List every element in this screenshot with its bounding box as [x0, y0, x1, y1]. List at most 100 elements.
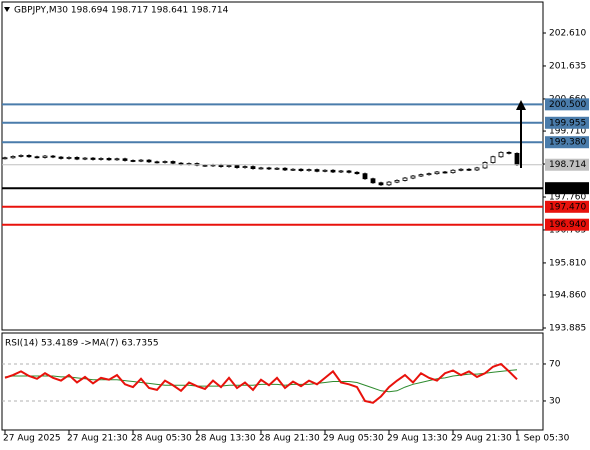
candle-body — [122, 158, 128, 161]
x-tick-label: 28 Aug 21:30 — [259, 434, 320, 444]
candle-body — [50, 155, 56, 158]
candle-body — [66, 157, 72, 159]
candle-body — [330, 169, 336, 173]
x-tick-label: 27 Aug 21:30 — [67, 434, 128, 444]
x-tick-label: 28 Aug 05:30 — [131, 434, 192, 444]
candle-body — [314, 169, 320, 172]
candle-body — [2, 157, 8, 160]
candle-body — [74, 157, 80, 160]
candle-body — [250, 166, 256, 169]
candle-body — [290, 168, 296, 171]
candle-body — [474, 167, 480, 171]
candle-body — [170, 161, 176, 164]
candle-body — [394, 180, 400, 183]
candle-body — [490, 156, 496, 163]
candle-body — [426, 173, 432, 176]
level-label: 200.500 — [549, 100, 586, 110]
candle-body — [162, 161, 168, 163]
candle-body — [258, 167, 264, 170]
candle-body — [402, 177, 408, 181]
candle-body — [498, 151, 504, 158]
x-tick-label: 28 Aug 13:30 — [195, 434, 256, 444]
candle-body — [106, 158, 112, 161]
candle-body — [466, 168, 472, 171]
current-price-box — [545, 158, 589, 171]
candle-body — [234, 165, 240, 168]
level-label-box — [545, 98, 589, 111]
candle-body — [130, 160, 136, 162]
candle-body — [370, 178, 376, 184]
level-label-box — [545, 218, 589, 231]
y-tick-label: 202.610 — [549, 29, 586, 39]
x-tick-label: 27 Aug 2025 — [3, 434, 61, 444]
candle-body — [274, 167, 280, 170]
candle-body — [98, 158, 104, 160]
level-label-box — [545, 136, 589, 149]
candle-body — [34, 156, 40, 159]
candle-body — [434, 171, 440, 175]
candle-body — [386, 181, 392, 186]
candle-body — [410, 175, 416, 179]
y-tick-label: 201.635 — [549, 61, 586, 71]
candle-body — [202, 164, 208, 167]
candle-body — [42, 155, 48, 158]
series-line — [4, 362, 518, 404]
y-tick-label: 194.860 — [549, 291, 586, 301]
level-label: 199.955 — [549, 118, 586, 128]
candle-body — [90, 157, 96, 160]
x-tick-label: 1 Sep 05:30 — [515, 434, 570, 444]
y-tick-label: 199.710 — [549, 127, 586, 137]
price-layer: 202.610201.635200.660199.710198.735197.7… — [2, 29, 589, 334]
candle-body — [346, 170, 352, 173]
level-label: 197.470 — [549, 202, 586, 212]
level-label-box — [545, 200, 589, 213]
candle-body — [82, 157, 88, 160]
candle-body — [226, 165, 232, 167]
candle-body — [450, 169, 456, 174]
chart-title: GBPJPY,M30 198.694 198.717 198.641 198.7… — [14, 6, 229, 16]
y-tick-label: 193.885 — [549, 324, 586, 334]
candle-body — [282, 167, 288, 171]
candle-body — [298, 168, 304, 172]
candle-body — [266, 167, 272, 170]
y-tick-label: 70 — [549, 359, 561, 369]
candle-body — [354, 171, 360, 175]
y-tick-label: 195.810 — [549, 258, 586, 268]
level-label-box — [545, 182, 589, 195]
rsi-layer: 70 30 — [2, 359, 561, 406]
candle-body — [18, 155, 24, 157]
x-tick-label: 29 Aug 05:30 — [323, 434, 384, 444]
candle-body — [154, 161, 160, 164]
x-tick-label: 29 Aug 13:30 — [387, 434, 448, 444]
candle-body — [138, 159, 144, 162]
candle-body — [242, 166, 248, 168]
candle-body — [26, 155, 32, 158]
candle-body — [458, 168, 464, 171]
candle-body — [322, 169, 328, 172]
candle-body — [362, 173, 368, 180]
candle-body — [418, 174, 424, 177]
level-label: 199.380 — [549, 138, 586, 148]
candle-body — [58, 156, 64, 159]
level-label: 198.020 — [549, 184, 586, 194]
candle-body — [114, 158, 120, 161]
candle-body — [514, 152, 520, 166]
candle-body — [442, 171, 448, 174]
arrow-head — [516, 100, 526, 110]
level-label-box — [545, 116, 589, 129]
level-label: 196.940 — [549, 220, 586, 230]
candle-body — [506, 151, 512, 154]
rsi-title: RSI(14) 53.4189 ->MA(7) 63.7355 — [5, 339, 159, 349]
y-tick-label: 197.760 — [549, 192, 586, 202]
x-tick-label: 29 Aug 21:30 — [451, 434, 512, 444]
y-tick-label: 30 — [549, 396, 561, 406]
menu-triangle — [4, 7, 10, 12]
candle-body — [306, 169, 312, 172]
candle-body — [378, 182, 384, 186]
candle-body — [338, 170, 344, 173]
price-panel — [1, 1, 544, 331]
candle-body — [146, 159, 152, 163]
series-line — [4, 369, 518, 393]
